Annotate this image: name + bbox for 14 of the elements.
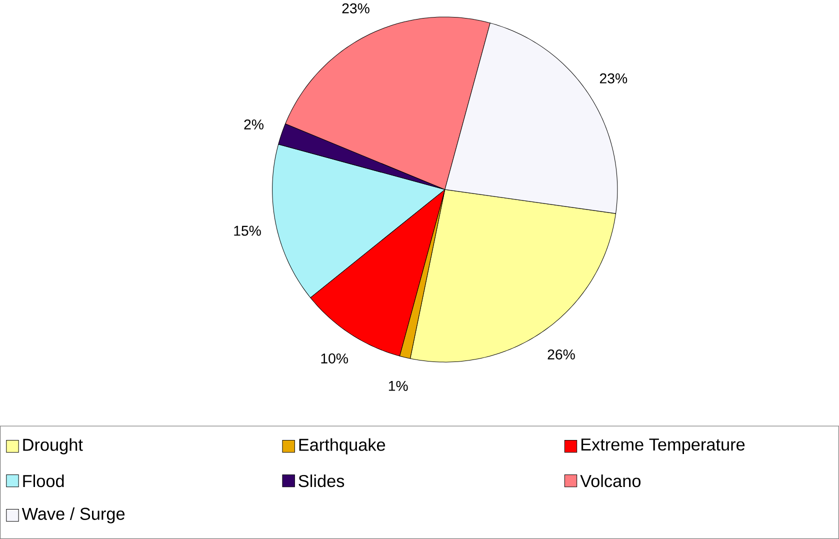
data-label: 23%: [600, 73, 628, 84]
data-label: 26%: [548, 349, 575, 360]
data-label: 10%: [321, 353, 348, 364]
legend-label: Slides: [298, 474, 344, 488]
legend-label: Flood: [23, 474, 64, 488]
data-label: 23%: [342, 3, 370, 14]
data-label: 15%: [234, 226, 261, 236]
data-label: 1%: [388, 380, 408, 391]
data-label: 2%: [244, 119, 264, 130]
legend-label: Earthquake: [299, 438, 386, 454]
legend-label: Volcano: [580, 474, 641, 488]
legend-label: Wave / Surge: [22, 507, 125, 524]
legend-label: Drought: [23, 438, 83, 454]
legend-label: Extreme Temperature: [581, 438, 745, 454]
